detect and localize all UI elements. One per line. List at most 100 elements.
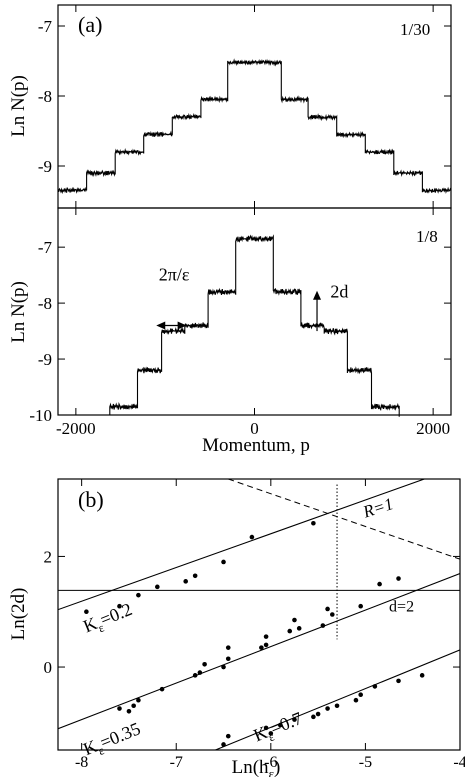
fit-line-0	[58, 479, 426, 611]
panel-b-xlabel: Ln(hε)	[232, 757, 281, 777]
data-point-series-2	[221, 742, 226, 747]
panel-b: 0 2 -8 -7 -6 -5 -4 Kε=0.2 Kε=0.35 Kε=0.7 d=2 R=1 (b…	[8, 478, 465, 777]
data-point-series-2	[268, 731, 274, 736]
data-point-series-2	[396, 678, 401, 684]
data-point-series-1	[159, 686, 165, 692]
panel-b-tag: (b)	[78, 487, 104, 512]
panel-a-top: -9 -8 -7 (a) 1/30 Ln N(p)	[8, 4, 452, 209]
data-point-series-2	[419, 673, 425, 678]
data-point-series-2	[372, 684, 378, 689]
data-point-series-1	[225, 645, 231, 650]
panel-a-top-tag: (a)	[78, 12, 102, 37]
fit-line-2	[213, 649, 460, 750]
data-point-series-1	[126, 708, 132, 714]
data-point-series-1	[358, 603, 363, 609]
data-point-series-1	[136, 697, 141, 703]
panel-b-xlabel-tail: )	[274, 757, 280, 777]
panel-a-top-label: 1/30	[400, 20, 430, 39]
panel-b-ytick-label: 2	[44, 547, 53, 566]
panel-a-bottom-xlabel: Momentum, p	[202, 435, 310, 456]
data-point-series-0	[84, 609, 89, 615]
reference-dashed-r1	[228, 479, 460, 560]
data-point-series-1	[287, 628, 293, 634]
data-point-series-1	[259, 645, 264, 650]
series-label-tail: =0.35	[97, 718, 143, 752]
data-point-series-2	[311, 714, 316, 720]
panel-a-top-ytick-label: -8	[38, 87, 52, 106]
panel-a-top-series-trace	[57, 58, 452, 195]
series-label-tail: =0.2	[97, 599, 135, 630]
series-label-2: Kε=0.7	[251, 708, 307, 749]
panel-a-bottom-ylabel: Ln N(p)	[8, 281, 29, 343]
data-point-series-0	[183, 579, 188, 584]
data-point-series-0	[117, 603, 122, 609]
annotation-2d: 2d	[330, 282, 348, 302]
panel-a-bottom-label: 1/8	[416, 227, 438, 246]
data-point-series-2	[292, 717, 297, 722]
annotation-2pi-eps: 2π/ε	[159, 265, 190, 285]
panel-a-bottom-ytick-label: -8	[38, 294, 52, 313]
data-point-series-1	[117, 706, 122, 711]
data-point-series-1	[320, 623, 326, 628]
panel-b-xtick-label: -4	[453, 754, 465, 771]
data-point-series-1	[202, 661, 207, 667]
series-label-1: Kε=0.35	[80, 718, 144, 763]
data-point-series-1	[263, 642, 269, 648]
panel-a-top-frame	[57, 4, 452, 209]
data-point-series-0	[311, 520, 316, 526]
data-point-series-2	[334, 703, 340, 709]
panel-a-bottom-ytick-label: -10	[29, 406, 52, 425]
panel-b-xtick-label: -6	[264, 754, 277, 771]
panel-a-bottom-xtick-label: 0	[250, 419, 259, 438]
panel-b-frame	[57, 478, 461, 751]
data-point-series-1	[221, 664, 226, 670]
label-r1: R=1	[360, 494, 396, 522]
data-point-series-0	[249, 534, 255, 540]
panel-a-top-ytick-label: -7	[38, 17, 53, 36]
panel-a-top-ylabel: Ln N(p)	[8, 75, 29, 137]
data-point-series-2	[358, 692, 363, 697]
data-point-series-1	[192, 673, 198, 678]
series-label-sub: ε	[266, 729, 276, 744]
panel-b-xtick-label: -8	[75, 754, 88, 771]
data-point-series-0	[221, 559, 226, 565]
panel-b-ylabel: Ln(2d)	[8, 588, 29, 641]
data-point-series-0	[155, 584, 160, 590]
data-point-series-2	[325, 706, 330, 711]
panel-b-xtick-label: -5	[359, 754, 372, 771]
data-point-series-1	[225, 656, 231, 662]
data-point-series-2	[353, 697, 359, 703]
data-point-series-0	[136, 592, 141, 598]
panel-a-bottom-xtick-label: 2000	[416, 419, 450, 438]
panel-b-lines	[58, 479, 460, 750]
label-d2: d=2	[389, 599, 414, 616]
data-point-series-1	[263, 634, 269, 639]
panel-b-plot: 0 2 -8 -7 -6 -5 -4 Kε=0.2 Kε=0.35 Kε=0.7 d=2 R=1	[44, 479, 465, 771]
data-point-series-0	[396, 576, 401, 581]
data-point-series-2	[277, 722, 283, 728]
data-point-series-2	[315, 711, 321, 717]
panel-a-bottom-series-trace	[109, 234, 400, 417]
data-point-series-1	[330, 612, 335, 617]
data-point-series-2	[225, 733, 231, 739]
panel-b-xtick-label: -7	[170, 754, 183, 771]
panel-a-top-ytick-label: -9	[38, 157, 52, 176]
panel-a-top-plot: -9 -8 -7	[38, 5, 452, 208]
arrow-left-head	[156, 321, 166, 330]
panel-a-bottom-plot: -10 -9 -8 -7 -2000 0 2000 2π/ε 2d	[29, 208, 451, 438]
panel-a-bottom-xtick-label: -2000	[56, 419, 96, 438]
series-label-sub: ε	[96, 743, 106, 758]
fit-line-1	[58, 573, 460, 730]
panel-a-bottom-ytick-label: -7	[38, 238, 53, 257]
panel-b-xlabel-sub: ε	[269, 766, 275, 777]
data-point-series-0	[192, 573, 198, 579]
data-point-series-0	[377, 581, 382, 587]
panel-b-xlabel-main: Ln(h	[232, 757, 269, 777]
arrow-up-head	[313, 290, 322, 300]
data-point-series-1	[292, 617, 297, 623]
panel-a-bottom-ytick-label: -9	[38, 350, 52, 369]
arrow-right-head	[177, 321, 187, 330]
data-point-series-1	[131, 703, 136, 709]
series-label-sub: ε	[96, 620, 106, 635]
